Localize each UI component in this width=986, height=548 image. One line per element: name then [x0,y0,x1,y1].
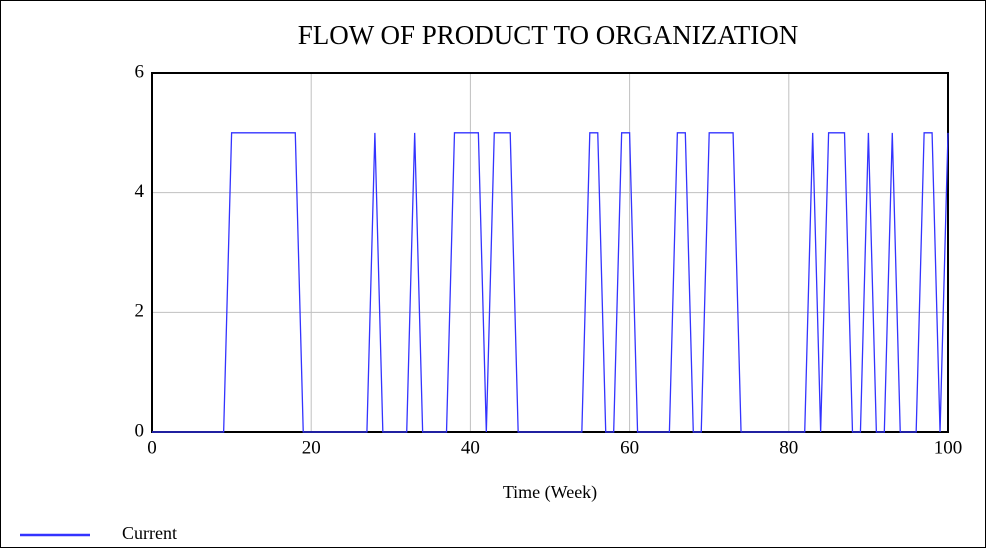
y-tick-label: 0 [135,420,145,441]
y-tick-label: 2 [135,301,145,322]
data-line [152,132,949,433]
y-tick-label: 6 [135,61,145,82]
legend-label: Current [122,523,177,543]
x-tick-label: 40 [461,437,480,458]
x-tick-label: 60 [620,437,639,458]
chart-title: FLOW OF PRODUCT TO ORGANIZATION [298,20,799,50]
x-tick-label: 0 [147,437,157,458]
x-tick-label: 100 [934,437,963,458]
x-tick-label: 80 [779,437,798,458]
y-tick-label: 4 [135,181,145,202]
x-axis-label: Time (Week) [503,482,597,503]
x-tick-label: 20 [302,437,321,458]
